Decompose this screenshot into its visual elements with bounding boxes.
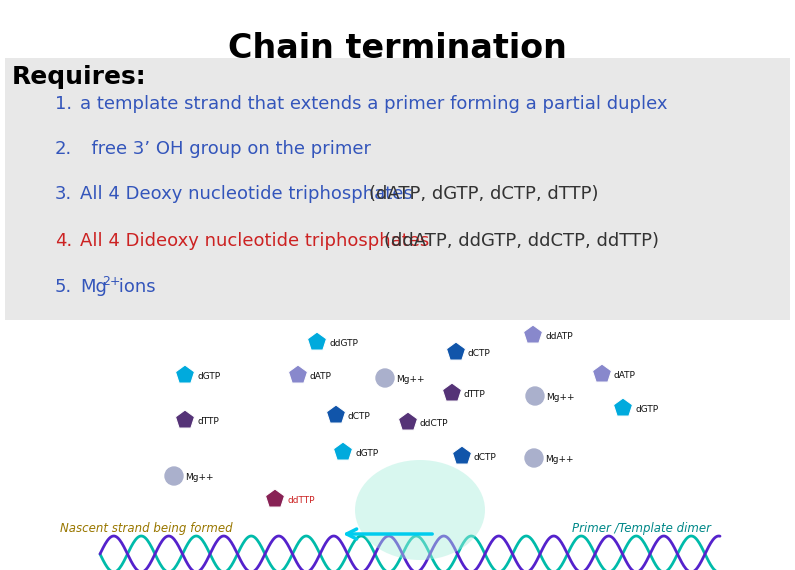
Text: ddGTP: ddGTP <box>329 339 358 348</box>
Text: Mg++: Mg++ <box>546 393 575 402</box>
Text: free 3’ OH group on the primer: free 3’ OH group on the primer <box>80 140 371 158</box>
Text: dATP: dATP <box>614 371 636 380</box>
Text: Requires:: Requires: <box>12 65 146 89</box>
Polygon shape <box>176 365 195 383</box>
Text: 5.: 5. <box>55 278 72 296</box>
FancyBboxPatch shape <box>5 58 790 320</box>
Text: ions: ions <box>113 278 156 296</box>
Text: Nascent strand being formed: Nascent strand being formed <box>60 522 233 535</box>
Text: dCTP: dCTP <box>348 412 370 421</box>
Text: dGTP: dGTP <box>355 449 378 458</box>
Text: 2+: 2+ <box>102 275 121 288</box>
Text: Mg++: Mg++ <box>545 455 573 464</box>
Text: 3.: 3. <box>55 185 72 203</box>
Text: All 4 Dideoxy nucleotide triphosphates: All 4 Dideoxy nucleotide triphosphates <box>80 232 435 250</box>
Text: 4.: 4. <box>55 232 72 250</box>
Polygon shape <box>398 412 417 430</box>
Polygon shape <box>614 398 633 416</box>
Text: ddATP: ddATP <box>545 332 572 341</box>
Polygon shape <box>176 410 195 428</box>
Polygon shape <box>333 442 352 460</box>
Text: 2.: 2. <box>55 140 72 158</box>
Text: Primer /Template dimer: Primer /Template dimer <box>572 522 711 535</box>
Text: (dATP, dGTP, dCTP, dTTP): (dATP, dGTP, dCTP, dTTP) <box>369 185 598 203</box>
Text: Chain termination: Chain termination <box>228 32 567 65</box>
Circle shape <box>525 449 543 467</box>
Text: dATP: dATP <box>310 372 332 381</box>
Polygon shape <box>289 365 308 383</box>
Circle shape <box>526 387 544 405</box>
Text: ddTTP: ddTTP <box>287 496 315 505</box>
Polygon shape <box>266 489 285 507</box>
Polygon shape <box>447 342 466 360</box>
Text: Mg: Mg <box>80 278 107 296</box>
Ellipse shape <box>355 460 485 560</box>
Polygon shape <box>443 383 462 401</box>
Text: ddCTP: ddCTP <box>420 419 448 428</box>
Polygon shape <box>327 405 346 423</box>
Text: All 4 Deoxy nucleotide triphosphates: All 4 Deoxy nucleotide triphosphates <box>80 185 418 203</box>
Text: Mg++: Mg++ <box>396 375 425 384</box>
Polygon shape <box>452 446 471 464</box>
Text: (ddATP, ddGTP, ddCTP, ddTTP): (ddATP, ddGTP, ddCTP, ddTTP) <box>384 232 659 250</box>
Circle shape <box>376 369 394 387</box>
Text: dTTP: dTTP <box>197 417 219 426</box>
Polygon shape <box>592 364 611 382</box>
Text: dTTP: dTTP <box>464 390 486 399</box>
Text: dGTP: dGTP <box>635 405 658 414</box>
Circle shape <box>165 467 183 485</box>
Polygon shape <box>308 332 327 350</box>
Text: dGTP: dGTP <box>197 372 220 381</box>
Polygon shape <box>523 325 542 343</box>
Text: dCTP: dCTP <box>468 349 491 358</box>
Text: dCTP: dCTP <box>474 453 497 462</box>
Text: Mg++: Mg++ <box>185 473 214 482</box>
Text: a template strand that extends a primer forming a partial duplex: a template strand that extends a primer … <box>80 95 668 113</box>
Text: 1.: 1. <box>55 95 72 113</box>
